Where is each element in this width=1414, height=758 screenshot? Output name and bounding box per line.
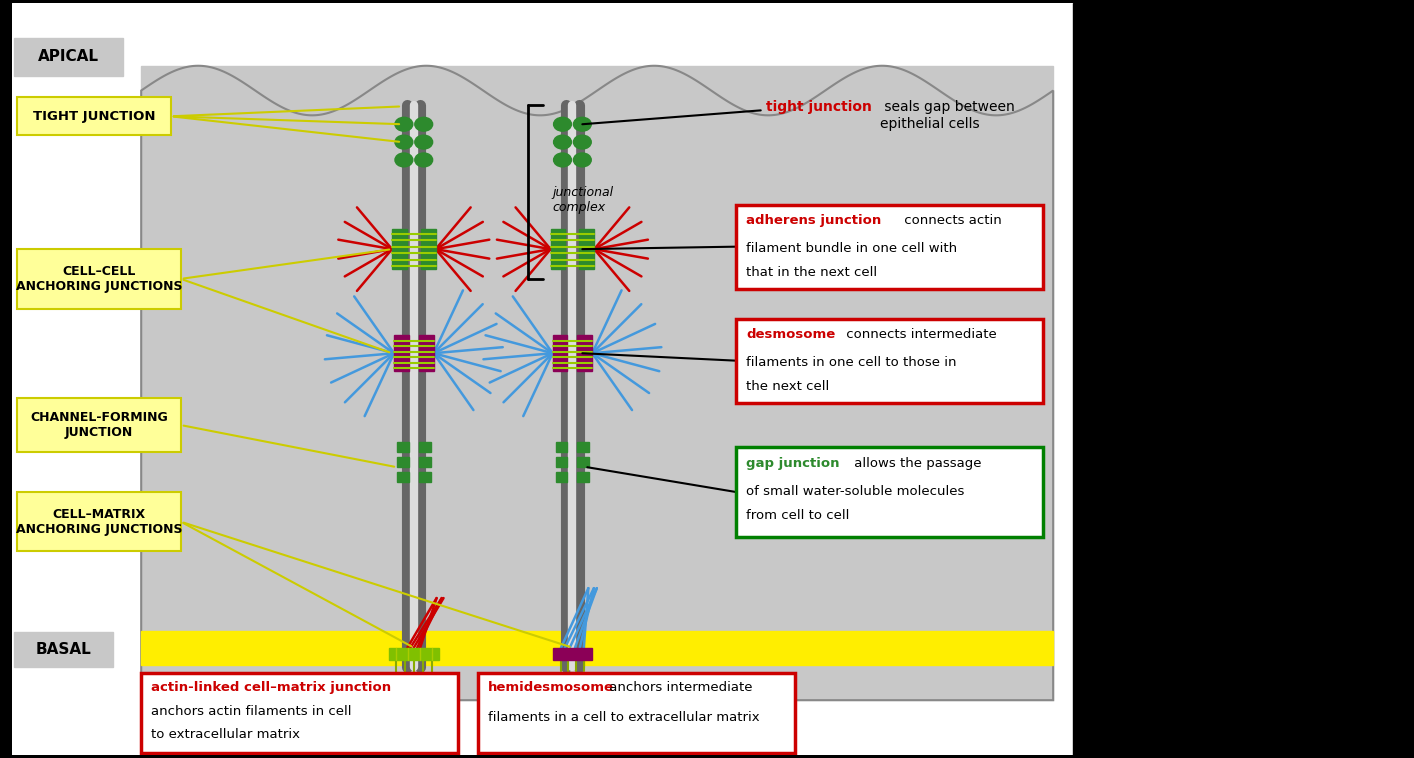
Text: CELL–MATRIX
ANCHORING JUNCTIONS: CELL–MATRIX ANCHORING JUNCTIONS — [16, 508, 182, 536]
FancyBboxPatch shape — [397, 457, 409, 467]
FancyBboxPatch shape — [419, 335, 434, 371]
Ellipse shape — [395, 117, 413, 131]
Ellipse shape — [395, 153, 413, 167]
FancyBboxPatch shape — [17, 98, 171, 135]
Text: from cell to cell: from cell to cell — [745, 509, 850, 522]
Text: desmosome: desmosome — [745, 328, 836, 341]
FancyBboxPatch shape — [141, 673, 458, 753]
FancyBboxPatch shape — [141, 631, 1053, 666]
Text: that in the next cell: that in the next cell — [745, 266, 877, 279]
FancyBboxPatch shape — [556, 472, 567, 482]
FancyBboxPatch shape — [389, 647, 438, 659]
FancyBboxPatch shape — [392, 230, 407, 269]
FancyBboxPatch shape — [17, 492, 181, 552]
FancyBboxPatch shape — [553, 335, 567, 371]
Text: filament bundle in one cell with: filament bundle in one cell with — [745, 243, 957, 255]
Text: tight junction: tight junction — [766, 101, 871, 114]
FancyBboxPatch shape — [419, 472, 431, 482]
Text: to extracellular matrix: to extracellular matrix — [151, 728, 300, 741]
FancyBboxPatch shape — [141, 611, 1053, 700]
Text: hemidesmosome: hemidesmosome — [488, 681, 614, 694]
Ellipse shape — [414, 153, 433, 167]
Ellipse shape — [574, 117, 591, 131]
FancyBboxPatch shape — [556, 457, 567, 467]
FancyBboxPatch shape — [141, 66, 1053, 700]
Text: the next cell: the next cell — [745, 380, 829, 393]
Ellipse shape — [574, 135, 591, 149]
FancyBboxPatch shape — [419, 443, 431, 453]
FancyBboxPatch shape — [478, 673, 796, 753]
FancyBboxPatch shape — [397, 443, 409, 453]
FancyBboxPatch shape — [550, 230, 566, 269]
Text: APICAL: APICAL — [38, 49, 99, 64]
Text: anchors actin filaments in cell: anchors actin filaments in cell — [151, 705, 352, 718]
Text: filaments in one cell to those in: filaments in one cell to those in — [745, 356, 956, 369]
Ellipse shape — [553, 153, 571, 167]
Text: seals gap between
epithelial cells: seals gap between epithelial cells — [880, 101, 1014, 130]
FancyBboxPatch shape — [577, 472, 590, 482]
Text: of small water-soluble molecules: of small water-soluble molecules — [745, 485, 964, 498]
Text: gap junction: gap junction — [745, 457, 840, 470]
FancyBboxPatch shape — [1073, 3, 1414, 755]
FancyBboxPatch shape — [735, 447, 1044, 537]
FancyBboxPatch shape — [17, 249, 181, 309]
FancyBboxPatch shape — [397, 472, 409, 482]
FancyBboxPatch shape — [556, 443, 567, 453]
Text: CELL–CELL
ANCHORING JUNCTIONS: CELL–CELL ANCHORING JUNCTIONS — [16, 265, 182, 293]
Text: TIGHT JUNCTION: TIGHT JUNCTION — [33, 110, 156, 123]
Text: allows the passage: allows the passage — [850, 457, 981, 470]
Text: junctional
complex: junctional complex — [553, 186, 614, 214]
Polygon shape — [141, 66, 1053, 700]
Text: BASAL: BASAL — [35, 642, 92, 657]
FancyBboxPatch shape — [577, 335, 592, 371]
FancyBboxPatch shape — [735, 205, 1044, 289]
FancyBboxPatch shape — [419, 457, 431, 467]
Text: adherens junction: adherens junction — [745, 215, 881, 227]
Text: CHANNEL-FORMING
JUNCTION: CHANNEL-FORMING JUNCTION — [30, 411, 168, 439]
FancyBboxPatch shape — [17, 398, 181, 453]
Text: connects actin: connects actin — [899, 215, 1001, 227]
FancyBboxPatch shape — [395, 335, 409, 371]
FancyBboxPatch shape — [14, 38, 123, 76]
Text: filaments in a cell to extracellular matrix: filaments in a cell to extracellular mat… — [488, 711, 759, 724]
FancyBboxPatch shape — [577, 457, 590, 467]
Ellipse shape — [553, 117, 571, 131]
FancyBboxPatch shape — [580, 230, 594, 269]
FancyBboxPatch shape — [735, 318, 1044, 402]
FancyBboxPatch shape — [553, 647, 592, 659]
Ellipse shape — [553, 135, 571, 149]
FancyBboxPatch shape — [14, 631, 113, 668]
FancyBboxPatch shape — [13, 3, 1414, 755]
Ellipse shape — [574, 153, 591, 167]
Ellipse shape — [414, 135, 433, 149]
Ellipse shape — [414, 117, 433, 131]
Text: connects intermediate: connects intermediate — [841, 328, 997, 341]
FancyBboxPatch shape — [421, 230, 436, 269]
FancyBboxPatch shape — [577, 443, 590, 453]
Ellipse shape — [395, 135, 413, 149]
Text: actin-linked cell–matrix junction: actin-linked cell–matrix junction — [151, 681, 392, 694]
Text: anchors intermediate: anchors intermediate — [605, 681, 752, 694]
